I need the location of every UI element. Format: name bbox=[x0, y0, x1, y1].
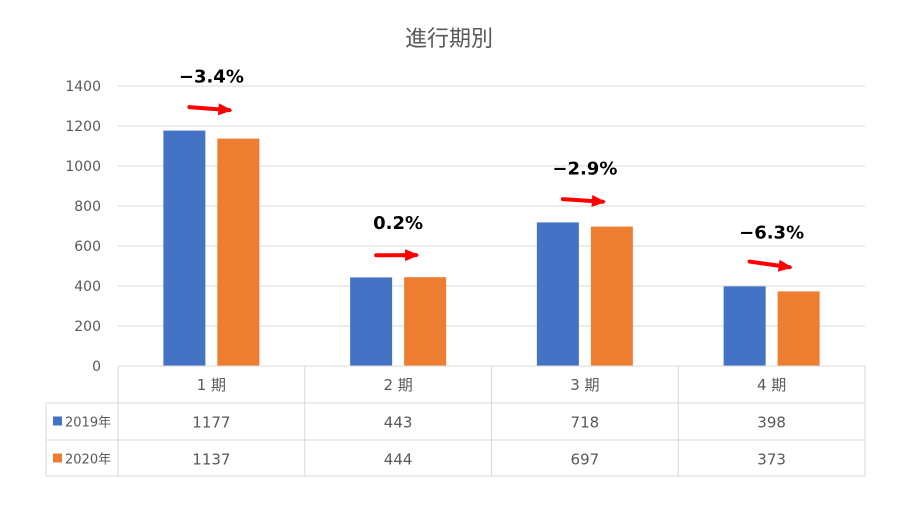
y-axis: 0 200 400 600 800 1000 1200 1400 bbox=[65, 79, 101, 375]
category-label: 3 期 bbox=[570, 376, 599, 394]
y-tick-label: 400 bbox=[74, 279, 101, 295]
bar-2-1 bbox=[217, 138, 260, 366]
y-tick-label: 0 bbox=[92, 359, 101, 375]
category-label: 4 期 bbox=[757, 376, 786, 394]
y-tick-label: 1400 bbox=[65, 79, 101, 95]
arrow-head bbox=[405, 249, 420, 262]
change-label: −2.9% bbox=[552, 158, 617, 179]
table-cell-value: 1177 bbox=[192, 414, 230, 432]
data-table: 1 期 2 期 3 期 4 期 2019年 1177 443 718 398 2020年 1137 4… bbox=[45, 365, 866, 477]
category-label: 2 期 bbox=[383, 376, 412, 394]
y-tick-label: 1200 bbox=[65, 119, 101, 135]
bar-1-1 bbox=[163, 130, 206, 366]
legend-label: 2020年 bbox=[65, 453, 111, 468]
table-cell-value: 697 bbox=[571, 451, 600, 469]
arrow-head bbox=[591, 195, 606, 207]
bar-2-3 bbox=[590, 226, 633, 366]
table-cell-value: 1137 bbox=[192, 451, 230, 469]
change-label: 0.2% bbox=[373, 213, 423, 234]
table-cell-value: 398 bbox=[757, 414, 786, 432]
bar-1-3 bbox=[536, 222, 579, 366]
change-annotations: −3.4% 0.2% −2.9% −6.3% bbox=[179, 67, 804, 272]
bar-1-4 bbox=[723, 286, 766, 366]
category-label: 1 期 bbox=[197, 376, 226, 394]
legend-label: 2019年 bbox=[65, 416, 111, 431]
bar-1-2 bbox=[350, 277, 393, 366]
legend-swatch bbox=[53, 453, 62, 463]
arrow-head bbox=[777, 259, 793, 272]
change-label: −6.3% bbox=[739, 222, 804, 243]
table-cell-value: 444 bbox=[384, 451, 413, 469]
bar-2-2 bbox=[404, 277, 447, 366]
y-tick-label: 200 bbox=[74, 319, 101, 335]
y-tick-label: 1000 bbox=[65, 159, 101, 175]
table-cell-value: 373 bbox=[757, 451, 786, 469]
table-cell-value: 443 bbox=[384, 414, 413, 432]
change-label: −3.4% bbox=[179, 67, 244, 88]
legend-swatch bbox=[53, 416, 62, 426]
bars bbox=[163, 130, 820, 366]
bar-2-4 bbox=[777, 291, 820, 366]
y-tick-label: 800 bbox=[74, 199, 101, 215]
table-cell-value: 718 bbox=[571, 414, 600, 432]
y-tick-label: 600 bbox=[74, 239, 101, 255]
chart-title: 進行期別 bbox=[405, 27, 493, 52]
arrow-head bbox=[217, 103, 233, 116]
